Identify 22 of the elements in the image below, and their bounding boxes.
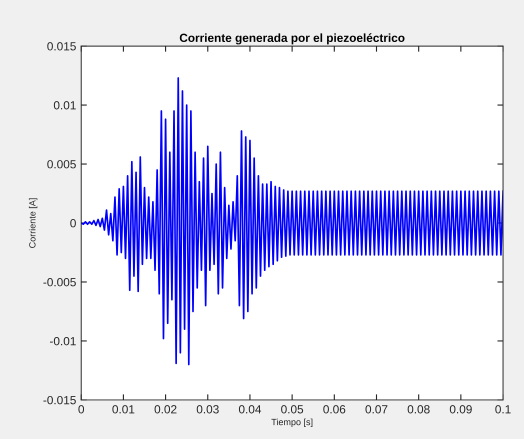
y-tick-label: -0.01	[50, 336, 76, 346]
line-series	[81, 77, 504, 366]
x-tick-label: 0.1	[495, 405, 511, 414]
x-axis-title: Tiempo [s]	[271, 418, 312, 427]
y-axis-title: Corriente [A]	[28, 198, 38, 248]
x-tick-label: 0	[78, 405, 84, 414]
x-tick-label: 0.08	[408, 405, 430, 414]
chart-title: Corriente generada por el piezoeléctrico	[180, 33, 405, 44]
y-tick-label: 0.005	[47, 160, 76, 168]
x-tick-label: 0.04	[238, 405, 262, 414]
x-tick-label: 0.09	[450, 405, 472, 414]
y-tick-label: 0.01	[54, 101, 76, 110]
y-tick-label: 0	[70, 219, 76, 228]
x-tick-label: 0.07	[365, 405, 388, 414]
y-tick-label: 0.015	[47, 42, 76, 50]
x-tick-label: 0.05	[281, 405, 304, 414]
x-tick-label: 0.02	[154, 405, 176, 414]
x-tick-label: 0.03	[196, 405, 219, 414]
x-tick-label: 0.06	[323, 405, 346, 414]
x-tick-label: 0.01	[112, 405, 134, 414]
y-tick-label: -0.015	[43, 396, 76, 404]
y-tick-label: -0.005	[43, 278, 76, 286]
